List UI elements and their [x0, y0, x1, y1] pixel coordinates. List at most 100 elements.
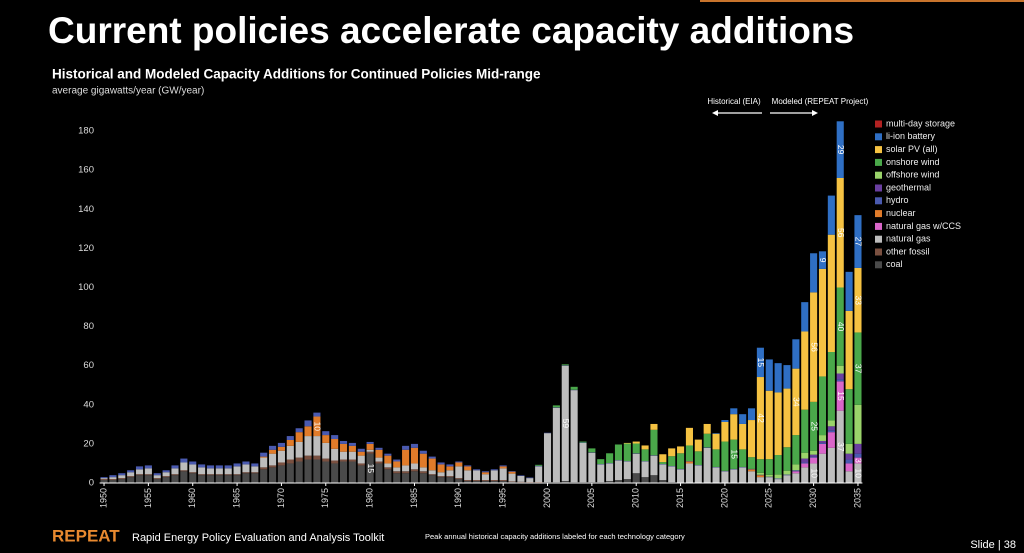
bar-segment	[419, 453, 427, 468]
bar-segment	[375, 457, 383, 462]
bar-segment	[765, 459, 773, 475]
value-label: 34	[792, 397, 802, 407]
x-tick-label: 1980	[365, 488, 375, 508]
bar-segment	[437, 462, 445, 465]
bar-segment	[792, 473, 800, 483]
bar-segment	[694, 465, 702, 483]
bar-segment	[100, 478, 108, 480]
bar-segment	[685, 463, 693, 483]
bar-segment	[428, 456, 436, 459]
bar-segment	[659, 464, 667, 481]
bar-segment	[641, 461, 649, 478]
annotation: Modeled (REPEAT Project)	[772, 97, 869, 106]
bar-segment	[384, 455, 392, 464]
slide-title: Current policies accelerate capacity add…	[48, 10, 854, 51]
bar-segment	[428, 458, 436, 471]
bar-segment	[348, 442, 356, 446]
bar-segment	[233, 474, 241, 476]
bar-segment	[402, 445, 410, 450]
bar-segment	[269, 445, 277, 450]
bar-segment	[277, 450, 285, 463]
bar-segment	[215, 474, 223, 476]
bar-segment	[144, 475, 152, 483]
bar-segment	[854, 463, 862, 483]
bar-segment	[127, 477, 135, 483]
bar-segment	[118, 475, 126, 479]
value-label: 15	[836, 391, 846, 401]
bar-segment	[783, 447, 791, 471]
bar-segment	[827, 234, 835, 353]
bar-segment	[224, 475, 232, 483]
bar-segment	[295, 441, 303, 458]
value-label: 33	[854, 295, 864, 305]
bar-segment	[339, 459, 348, 462]
bar-segment	[836, 381, 844, 411]
bar-segment	[481, 471, 489, 473]
bar-segment	[765, 390, 773, 460]
bar-segment	[677, 453, 685, 469]
bar-segment	[818, 440, 827, 443]
bar-segment	[712, 449, 720, 467]
bar-segment	[535, 464, 543, 466]
legend-swatch	[875, 210, 882, 218]
value-label: 37	[854, 364, 864, 374]
legend-label: natural gas	[886, 234, 931, 244]
legend-label: solar PV (all)	[886, 144, 938, 154]
bar-segment	[845, 389, 853, 444]
y-tick-label: 20	[83, 438, 94, 449]
bar-segment	[747, 420, 756, 458]
bar-segment	[473, 470, 481, 481]
y-tick-label: 180	[78, 126, 94, 137]
value-label: 42	[756, 413, 766, 423]
bar-segment	[561, 481, 569, 483]
bar-segment	[162, 472, 170, 477]
bar-segment	[801, 302, 809, 332]
bar-segment	[499, 480, 507, 482]
bar-segment	[481, 481, 489, 483]
bar-segment	[455, 461, 463, 463]
bar-segment	[597, 464, 605, 483]
bar-segment	[730, 439, 738, 469]
bar-segment	[393, 473, 401, 483]
bar-segment	[792, 471, 800, 474]
bar-segment	[801, 462, 809, 464]
bar-segment	[304, 420, 312, 427]
bar-segment	[251, 472, 259, 474]
bar-segment	[526, 478, 534, 483]
bar-segment	[180, 471, 188, 483]
bar-segment	[854, 443, 862, 454]
y-tick-label: 100	[78, 282, 94, 293]
legend-label: li-ion battery	[886, 131, 936, 141]
x-tick-label: 1975	[320, 488, 330, 508]
bar-segment	[464, 466, 472, 471]
bar-segment	[526, 477, 534, 479]
bar-segment	[659, 462, 667, 465]
bar-segment	[756, 347, 764, 378]
bar-segment	[685, 427, 693, 446]
era-arrows	[712, 110, 818, 116]
bar-segment	[127, 472, 135, 477]
bar-segment	[765, 359, 773, 391]
bar-segment	[739, 467, 747, 483]
bar-segment	[331, 448, 339, 461]
bar-segment	[836, 379, 844, 382]
bar-segment	[366, 441, 374, 444]
bar-segment	[313, 412, 321, 417]
bar-segment	[756, 475, 764, 478]
bar-segment	[490, 469, 498, 471]
value-label: 29	[836, 145, 846, 155]
bar-segment	[827, 352, 835, 421]
bar-segment	[703, 423, 711, 434]
bar-segment	[393, 461, 401, 468]
bar-segment	[348, 459, 356, 462]
bar-segment	[162, 476, 170, 478]
bar-segment	[286, 439, 294, 446]
legend-swatch	[875, 222, 882, 230]
bar-segment	[215, 465, 223, 469]
bar-segment	[836, 177, 844, 288]
bar-segment	[437, 464, 445, 473]
bar-segment	[614, 480, 623, 483]
bar-segment	[517, 475, 525, 482]
x-tick-label: 2035	[852, 488, 862, 508]
bar-segment	[313, 436, 321, 456]
